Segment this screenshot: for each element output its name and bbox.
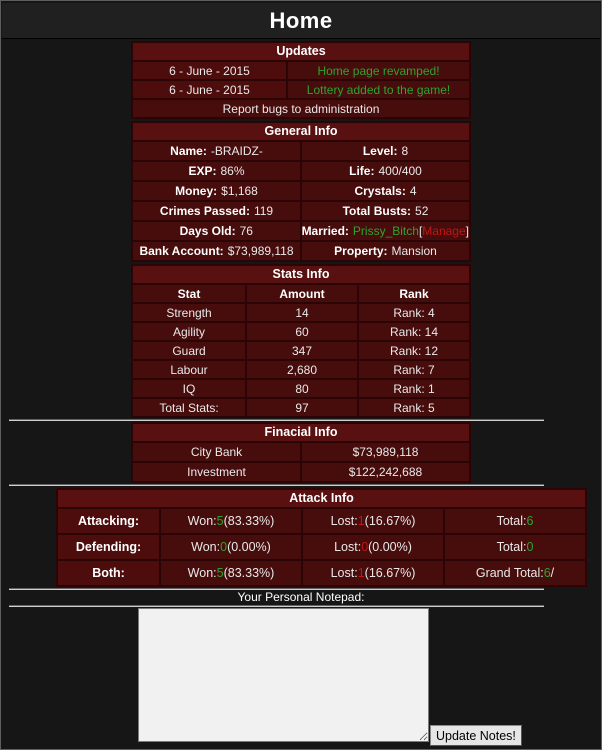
attack-won-cell: Won: 5 (83.33%): [161, 509, 301, 533]
financial-section: Finacial Info City Bank $73,989,118 Inve…: [131, 422, 471, 483]
attack-row-label: Both:: [58, 561, 159, 585]
stat-amount: 347: [247, 342, 357, 359]
general-info-cell: Crystals: 4: [302, 182, 469, 200]
rank-col-header: Rank: [359, 285, 469, 302]
update-message: Lottery added to the game!: [288, 81, 469, 98]
stat-rank: Rank: 7: [359, 361, 469, 378]
stats-section: Stats Info Stat Amount Rank Strength 14 …: [131, 264, 471, 418]
separator-line: [9, 605, 544, 607]
general-info-cell: Days Old: 76: [133, 222, 300, 240]
financial-header: Finacial Info: [133, 424, 469, 441]
page-title: Home: [269, 7, 333, 33]
notepad-area: Update Notes!: [1, 607, 601, 747]
general-info-cell: EXP: 86%: [133, 162, 300, 180]
stats-row: Agility 60 Rank: 14: [133, 323, 469, 340]
financial-value: $122,242,688: [302, 463, 469, 481]
stat-amount: 2,680: [247, 361, 357, 378]
attack-lost-cell: Lost: 0 (0.00%): [303, 535, 443, 559]
general-info-row: Crimes Passed: 119 Total Busts: 52: [133, 202, 469, 220]
updates-section: Updates 6 - June - 2015 Home page revamp…: [131, 41, 471, 119]
general-info-row: Name: -BRAIDZ- Level: 8: [133, 142, 469, 160]
stats-header: Stats Info: [133, 266, 469, 283]
general-info-cell: Name: -BRAIDZ-: [133, 142, 300, 160]
general-info-cell: Bank Account: $73,989,118: [133, 242, 300, 260]
attack-row: Defending: Won: 0 (0.00%) Lost: 0 (0.00%…: [58, 535, 585, 559]
attack-section: Attack Info Attacking: Won: 5 (83.33%) L…: [56, 488, 587, 587]
update-row: 6 - June - 2015 Lottery added to the gam…: [133, 81, 469, 98]
stat-rank: Rank: 5: [359, 399, 469, 416]
stats-row: Strength 14 Rank: 4: [133, 304, 469, 321]
attack-won-cell: Won: 5 (83.33%): [161, 561, 301, 585]
spouse-name-link[interactable]: Prissy_Bitch: [352, 224, 419, 238]
general-info-cell: Life: 400/400: [302, 162, 469, 180]
financial-row: Investment $122,242,688: [133, 463, 469, 481]
married-cell: Married: Prissy_Bitch [Manage]: [301, 222, 469, 240]
financial-value: $73,989,118: [302, 443, 469, 461]
updates-header: Updates: [133, 43, 469, 60]
stat-name: Strength: [133, 304, 245, 321]
page-header: Home: [2, 3, 600, 39]
general-info-header: General Info: [133, 123, 469, 140]
stat-amount: 97: [247, 399, 357, 416]
general-info-cell: Property: Mansion: [302, 242, 469, 260]
manage-marriage-link[interactable]: Manage: [422, 224, 466, 238]
general-info-section: General Info Name: -BRAIDZ- Level: 8 EXP: 8…: [131, 121, 471, 262]
attack-header: Attack Info: [58, 490, 585, 507]
update-notes-button[interactable]: Update Notes!: [430, 725, 522, 746]
update-message: Home page revamped!: [288, 62, 469, 79]
stat-amount: 60: [247, 323, 357, 340]
general-info-row: Bank Account: $73,989,118 Property: Mansio…: [133, 242, 469, 260]
stats-column-headers: Stat Amount Rank: [133, 285, 469, 302]
notepad-title: Your Personal Notepad:: [237, 590, 365, 604]
stats-row: Labour 2,680 Rank: 7: [133, 361, 469, 378]
attack-total-cell: Total: 6: [445, 509, 585, 533]
attack-row-label: Defending:: [58, 535, 159, 559]
attack-total-cell: Total: 0: [445, 535, 585, 559]
attack-lost-cell: Lost: 1 (16.67%): [303, 561, 443, 585]
stat-name: Guard: [133, 342, 245, 359]
stat-rank: Rank: 4: [359, 304, 469, 321]
attack-won-cell: Won: 0 (0.00%): [161, 535, 301, 559]
separator-line: [9, 588, 544, 590]
stat-rank: Rank: 14: [359, 323, 469, 340]
attack-grand-total-cell: Grand Total: 6 /: [445, 561, 585, 585]
general-info-cell: Crimes Passed: 119: [133, 202, 300, 220]
stat-name: Total Stats:: [133, 399, 245, 416]
general-info-row: EXP: 86% Life: 400/400: [133, 162, 469, 180]
stat-rank: Rank: 1: [359, 380, 469, 397]
general-info-cell: Total Busts: 52: [302, 202, 469, 220]
stats-row: IQ 80 Rank: 1: [133, 380, 469, 397]
separator-line: [9, 484, 544, 486]
stat-name: IQ: [133, 380, 245, 397]
stat-rank: Rank: 12: [359, 342, 469, 359]
general-info-cell: Money: $1,168: [133, 182, 300, 200]
update-date: 6 - June - 2015: [133, 62, 286, 79]
stat-name: Agility: [133, 323, 245, 340]
amount-col-header: Amount: [247, 285, 357, 302]
updates-footer: Report bugs to administration: [133, 100, 469, 117]
general-info-row: Days Old: 76 Married: Prissy_Bitch [Manage…: [133, 222, 469, 240]
financial-label: City Bank: [133, 443, 300, 461]
attack-lost-cell: Lost: 1 (16.67%): [303, 509, 443, 533]
stat-amount: 80: [247, 380, 357, 397]
financial-row: City Bank $73,989,118: [133, 443, 469, 461]
attack-row: Both: Won: 5 (83.33%) Lost: 1 (16.67%) Gr…: [58, 561, 585, 585]
update-date: 6 - June - 2015: [133, 81, 286, 98]
separator-line: [9, 419, 544, 421]
attack-row-label: Attacking:: [58, 509, 159, 533]
notepad-textarea[interactable]: [138, 608, 429, 742]
financial-label: Investment: [133, 463, 300, 481]
general-info-cell: Level: 8: [302, 142, 469, 160]
update-row: 6 - June - 2015 Home page revamped!: [133, 62, 469, 79]
stat-amount: 14: [247, 304, 357, 321]
stats-row: Guard 347 Rank: 12: [133, 342, 469, 359]
stats-row: Total Stats: 97 Rank: 5: [133, 399, 469, 416]
stat-name: Labour: [133, 361, 245, 378]
attack-row: Attacking: Won: 5 (83.33%) Lost: 1 (16.6…: [58, 509, 585, 533]
stat-col-header: Stat: [133, 285, 245, 302]
general-info-row: Money: $1,168 Crystals: 4: [133, 182, 469, 200]
